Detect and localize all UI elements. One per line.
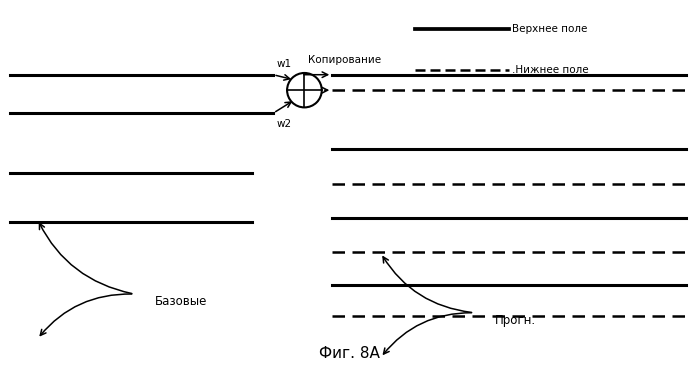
Text: Верхнее поле: Верхнее поле <box>512 24 588 34</box>
Text: w2: w2 <box>277 119 291 129</box>
Text: Фиг. 8А: Фиг. 8А <box>319 346 380 361</box>
Text: w1: w1 <box>277 59 291 69</box>
Text: Копирование: Копирование <box>308 55 381 65</box>
Text: Базовые: Базовые <box>155 295 208 308</box>
Text: Прогн.: Прогн. <box>495 314 536 327</box>
Text: .Нижнее поле: .Нижнее поле <box>512 65 589 75</box>
